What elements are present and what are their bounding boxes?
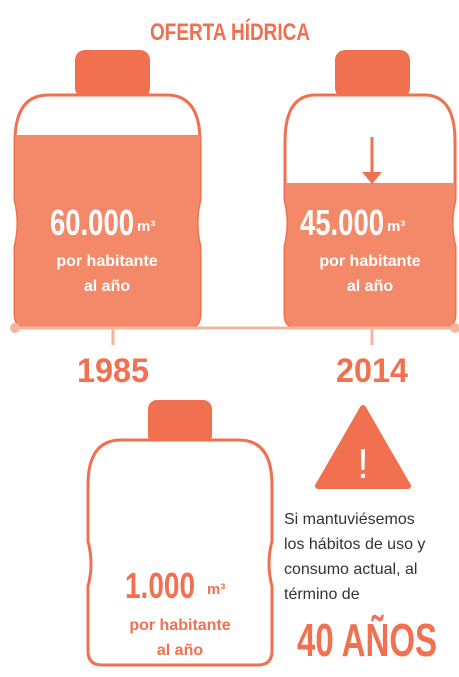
caption: por habitante bbox=[56, 253, 157, 270]
value: 1.000 bbox=[125, 565, 195, 606]
caption: por habitante bbox=[319, 253, 420, 270]
bottle-cap bbox=[335, 50, 410, 98]
bottle-cap bbox=[75, 50, 150, 98]
bottle bbox=[86, 438, 274, 667]
value: 45.000 bbox=[300, 202, 384, 243]
warning-line: consumo actual, al bbox=[284, 561, 417, 578]
unit: m³ bbox=[207, 581, 225, 598]
warning-icon bbox=[315, 405, 411, 489]
value: 60.000 bbox=[50, 202, 134, 243]
arrow-head bbox=[362, 172, 382, 184]
warning-mark: ! bbox=[357, 440, 369, 487]
caption: al año bbox=[347, 278, 393, 295]
water-level bbox=[285, 183, 455, 328]
title: OFERTA HÍDRICA bbox=[150, 18, 310, 46]
warning-line: Si mantuviésemos bbox=[284, 511, 415, 528]
year: 1985 bbox=[77, 352, 149, 390]
caption: al año bbox=[84, 278, 130, 295]
warning-line: término de bbox=[284, 586, 360, 603]
timeline-dot bbox=[10, 323, 20, 333]
water-level bbox=[15, 135, 200, 328]
unit: m³ bbox=[137, 218, 155, 235]
timeline-dot bbox=[450, 323, 459, 333]
highlight: 40 AÑOS bbox=[297, 614, 437, 666]
caption: por habitante bbox=[129, 617, 230, 634]
unit: m³ bbox=[387, 218, 405, 235]
bottle-cap bbox=[148, 400, 212, 444]
year: 2014 bbox=[336, 352, 408, 390]
warning-line: los hábitos de uso y bbox=[284, 536, 425, 553]
caption: al año bbox=[157, 642, 203, 659]
